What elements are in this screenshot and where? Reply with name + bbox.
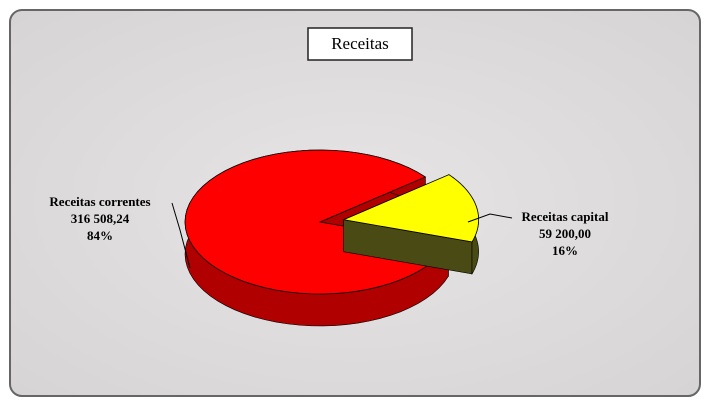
- chart-title: Receitas: [331, 34, 389, 53]
- labels: Receitas correntes 316 508,24 84% Receitas …: [49, 194, 609, 269]
- title-box: [307, 27, 413, 61]
- slice-label: Receitas capital: [521, 209, 608, 224]
- leader-line: [171, 202, 191, 269]
- value-label: 59 200,00: [539, 226, 591, 241]
- pie: [184, 149, 480, 327]
- slice-group: [342, 174, 480, 276]
- percentage-label: 84%: [87, 228, 113, 243]
- leader-line: [467, 213, 513, 223]
- slice: [342, 174, 480, 243]
- slice-label: Receitas correntes: [49, 194, 150, 209]
- value-label: 316 508,24: [71, 211, 130, 226]
- percentage-label: 16%: [552, 243, 578, 258]
